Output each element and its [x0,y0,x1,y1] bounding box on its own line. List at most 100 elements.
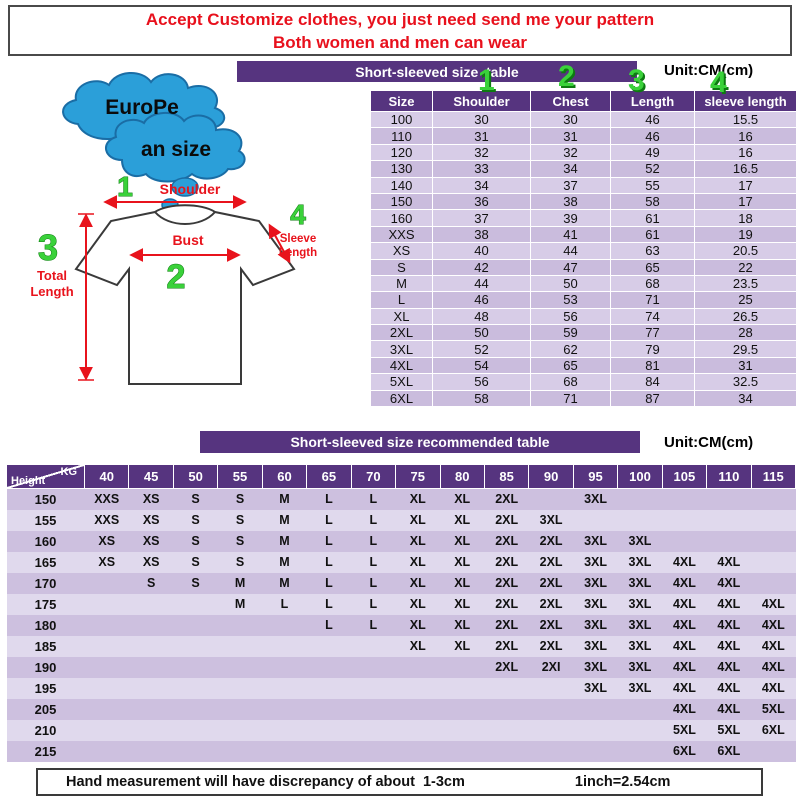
recommended-size-cell: XS [142,534,160,548]
recommended-size-cell [351,720,395,741]
recommended-size-cell [351,741,395,762]
recommended-size-cell: XL [454,576,471,590]
recommended-size-cell: 3XL [539,513,563,527]
recommended-size-cell: XXS [94,513,120,527]
measurement-cell: 25 [694,291,797,309]
recommended-size-cell [85,573,129,594]
recommended-size-cell [173,699,217,720]
recommended-size-cell: XXS [94,492,120,507]
recommended-size-cell: S [191,576,200,590]
recommended-size-cell: L [280,597,289,611]
recommended-size-cell [396,678,440,699]
recommended-size-cell: XL [454,618,471,632]
recommended-size-cell: 6XL [717,744,741,758]
recommended-size-cell [396,720,440,741]
recommended-size-cell [351,636,395,657]
recommended-size-cell: L [325,618,333,632]
kg-column-header: 70 [350,464,397,489]
recommended-size-cell: 2XL [495,492,519,507]
recommended-size-cell [440,657,484,678]
measurement-cell: 29.5 [694,340,797,358]
measurement-cell: 71 [530,389,611,408]
recommend-table-unit: Unit:CM(cm) [664,434,754,451]
size-table-row: 3XL 52 62 79 29.5 [370,340,797,358]
kg-column-header: 55 [217,464,263,489]
size-table-column-header: Length [610,90,695,112]
measurement-cell: 59 [530,324,611,342]
recommend-header-row: KG Height 40 45 50 55 60 65 70 75 80 85 90 95 100 105… [6,464,797,489]
size-table-row: 150 36 38 58 17 [370,192,797,211]
footer-note: Hand measurement will have discrepancy o… [36,768,763,796]
recommended-size-cell [85,741,129,762]
recommend-table-row: 215 6XL 6XL [6,740,796,762]
recommended-size-cell [707,489,751,510]
recommended-size-cell [262,720,306,741]
measurement-cell: 40 [432,242,531,260]
recommended-size-cell [262,657,306,678]
measurement-cell: 77 [610,324,695,342]
measurement-cell: 74 [610,307,695,326]
recommended-size-cell: S [191,555,200,569]
recommended-size-cell [751,510,795,531]
recommended-size-cell: XS [142,492,160,507]
recommend-table-row: 150 XXS XS S S M L L XL XL 2XL 3XL [6,488,796,510]
height-label-cell: 170 [34,575,57,591]
size-table-row: 120 32 32 49 16 [370,143,797,162]
recommended-size-cell: XL [409,597,426,611]
recommend-table-row: 190 2XL 2XI 3XL 3XL 4XL 4XL 4XL [6,656,796,678]
recommended-size-cell [85,699,129,720]
recommend-table-row: 205 4XL 4XL 5XL [6,698,796,720]
recommended-size-cell: L [325,513,333,527]
recommended-size-cell [396,699,440,720]
kg-column-header: 45 [128,464,174,489]
recommended-size-cell [707,531,751,552]
recommended-size-cell [307,636,351,657]
recommended-size-cell: 3XL [628,576,652,590]
recommended-size-cell [129,699,173,720]
recommended-size-cell: S [191,534,200,548]
recommended-size-cell: XL [454,492,471,507]
bust-label: Bust [172,232,203,248]
height-label-cell: 160 [34,533,57,549]
recommended-size-cell [440,678,484,699]
size-label-cell: XL [370,307,433,326]
recommended-size-cell: 2XL [495,534,519,548]
measurement-cell: 53 [530,291,611,309]
recommended-size-cell [751,741,795,762]
recommended-size-cell: XL [454,639,471,653]
kg-column-header: 100 [617,464,663,489]
recommended-size-cell: 5XL [717,723,741,737]
recommend-table-row: 160 XS XS S S M L L XL XL 2XL 2XL 3XL 3XL [6,530,796,552]
footer-inch-conversion: 1inch=2.54cm [574,774,671,790]
recommended-size-cell [618,489,662,510]
recommended-size-cell: S [191,513,200,527]
recommended-size-cell: M [234,576,246,590]
measurement-cell: 15.5 [694,110,797,129]
recommended-size-cell [573,510,617,531]
measurement-cell: 52 [432,340,531,358]
size-table-title: Short-sleeved size table [237,61,637,82]
measurement-cell: 39 [530,209,611,227]
cloud-shape-bottom [105,112,246,183]
height-label-cell: 185 [34,638,57,654]
recommended-size-cell: XL [409,534,426,548]
recommended-size-cell: XS [98,534,116,548]
kg-column-header: 85 [483,464,530,489]
size-label-cell: 5XL [370,373,433,391]
shoulder-label: Shoulder [160,181,221,197]
recommended-size-cell: 3XL [628,660,652,674]
measurement-cell: 62 [530,340,611,358]
recommended-size-cell: 2XI [541,660,561,674]
recommended-size-cell [173,741,217,762]
recommended-size-cell [173,594,217,615]
recommended-size-cell [440,720,484,741]
measurement-cell: 65 [530,356,611,375]
footer-discrepancy-text: Hand measurement will have discrepancy o… [66,774,465,790]
recommended-size-cell [529,699,573,720]
recommended-size-cell [618,741,662,762]
recommended-size-cell: 4XL [672,681,696,695]
recommended-size-cell [129,636,173,657]
recommended-size-cell [618,699,662,720]
measurement-cell: 30 [432,110,531,129]
height-label-cell: 175 [34,596,57,612]
